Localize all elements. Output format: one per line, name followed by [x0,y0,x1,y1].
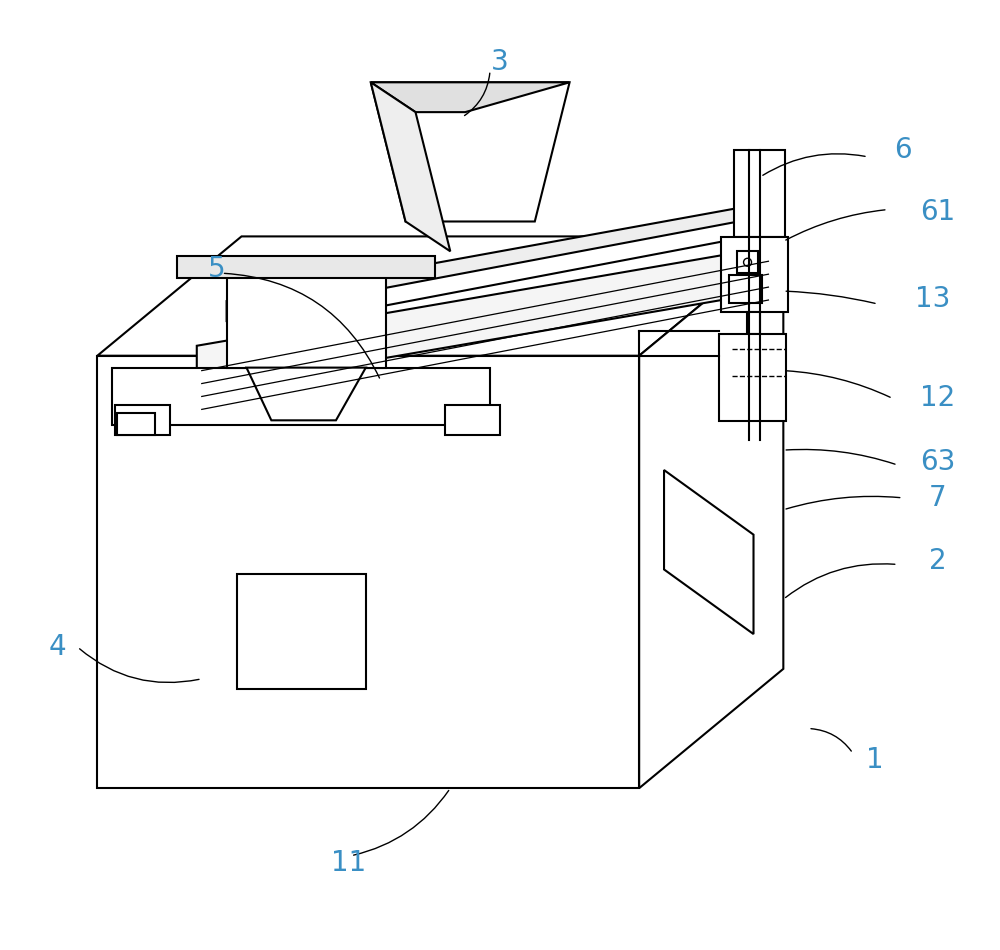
Polygon shape [729,276,762,303]
Polygon shape [371,83,450,252]
Polygon shape [227,276,386,368]
Polygon shape [747,312,760,333]
Polygon shape [237,575,366,689]
Polygon shape [117,413,155,435]
Polygon shape [112,368,490,426]
Polygon shape [115,406,170,435]
Text: 63: 63 [920,448,955,476]
Text: 2: 2 [929,547,946,576]
Text: 11: 11 [331,848,367,877]
Polygon shape [227,201,773,321]
Polygon shape [664,470,754,634]
Polygon shape [737,252,758,274]
Text: 5: 5 [208,256,225,283]
Text: 4: 4 [49,633,66,661]
Polygon shape [721,238,788,312]
Text: 12: 12 [920,385,955,412]
Polygon shape [371,83,570,112]
Text: 7: 7 [929,484,946,512]
Text: 3: 3 [491,48,509,76]
Text: 6: 6 [894,136,911,164]
Polygon shape [445,406,500,435]
Polygon shape [719,333,786,421]
Polygon shape [734,150,785,238]
Text: 1: 1 [866,747,884,774]
Text: 61: 61 [920,198,955,225]
Polygon shape [197,246,773,390]
Polygon shape [97,355,639,788]
Polygon shape [639,237,783,788]
Polygon shape [237,215,775,333]
Polygon shape [177,256,435,278]
Polygon shape [97,237,783,355]
Polygon shape [246,368,366,420]
Polygon shape [371,83,570,221]
Text: 13: 13 [915,285,950,314]
